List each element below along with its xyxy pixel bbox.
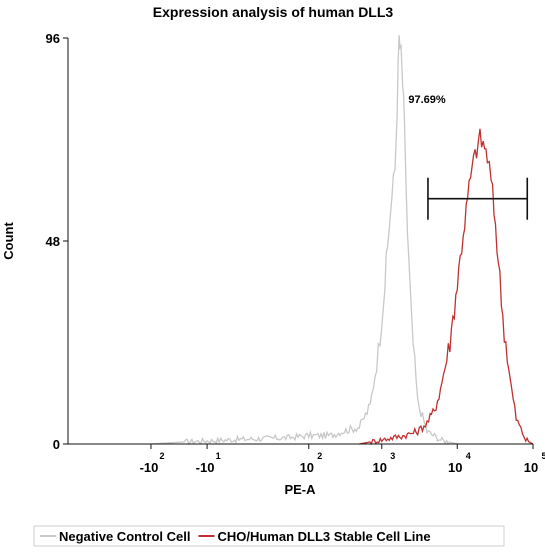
gate-percentage-label: 97.69% xyxy=(408,94,446,106)
legend-label-2: CHO/Human DLL3 Stable Cell Line xyxy=(217,529,430,544)
x-tick-exponent: 5 xyxy=(541,451,545,461)
x-tick-label: 10 xyxy=(448,460,462,475)
legend-frame xyxy=(33,525,505,547)
x-tick-label: -10 xyxy=(196,460,215,475)
legend-label-1: Negative Control Cell xyxy=(59,529,190,544)
x-tick-label: 10 xyxy=(373,460,387,475)
x-tick-label: 10 xyxy=(300,460,314,475)
y-axis-label: Count xyxy=(1,222,16,260)
legend: Negative Control Cell CHO/Human DLL3 Stab… xyxy=(33,525,505,547)
series-line-1 xyxy=(150,35,458,446)
gate-marker: 97.69% xyxy=(408,94,529,220)
x-tick-exponent: 1 xyxy=(216,451,221,461)
x-axis-label: PE-A xyxy=(284,482,316,497)
x-tick-exponent: 2 xyxy=(159,451,164,461)
x-tick-exponent: 4 xyxy=(466,451,471,461)
chart-title: Expression analysis of human DLL3 xyxy=(153,4,394,20)
x-tick-label: 10 xyxy=(524,460,538,475)
x-tick-label: -10 xyxy=(140,460,159,475)
y-axis-ticks: 0 48 96 xyxy=(46,31,68,452)
y-tick-label: 0 xyxy=(53,437,60,452)
y-tick-label: 48 xyxy=(46,234,60,249)
x-tick-exponent: 2 xyxy=(317,451,322,461)
series-line-2 xyxy=(359,128,534,446)
x-tick-exponent: 3 xyxy=(390,451,395,461)
series-layer xyxy=(150,35,534,446)
y-tick-label: 96 xyxy=(46,31,60,46)
